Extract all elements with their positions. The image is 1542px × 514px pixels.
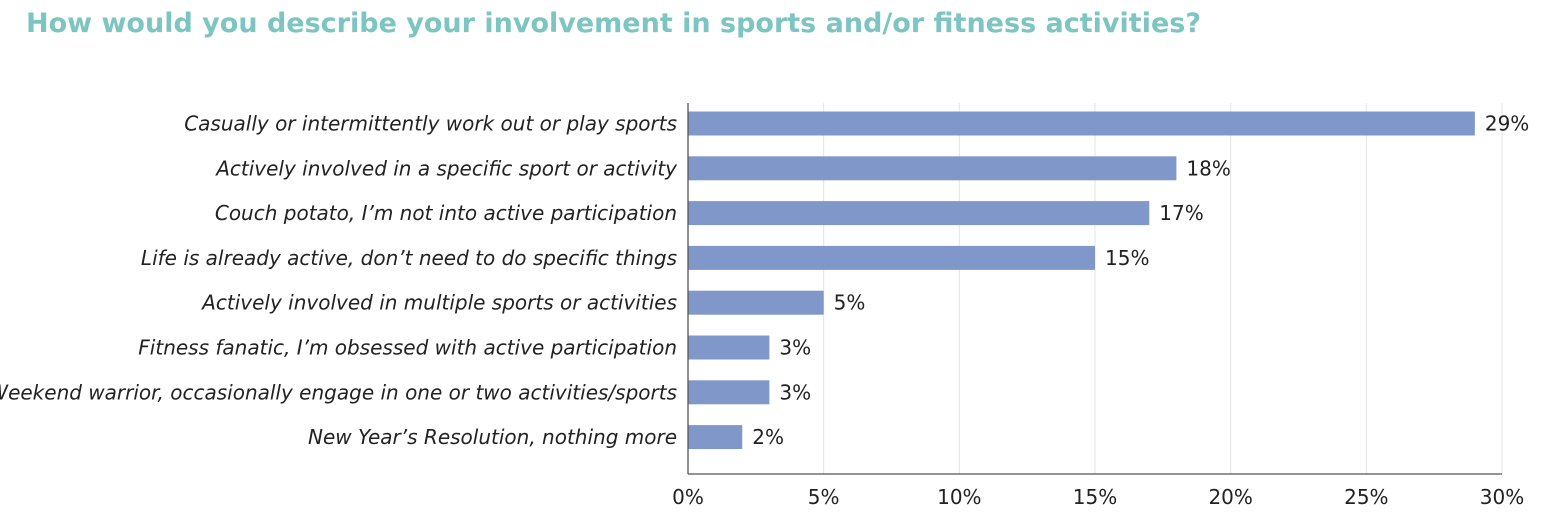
x-tick-label: 15% (1073, 485, 1117, 509)
category-label: Couch potato, I’m not into active partic… (215, 201, 677, 225)
axes (687, 103, 1502, 475)
value-label: 5% (834, 291, 866, 315)
x-tick-label: 25% (1344, 485, 1388, 509)
x-tick-label: 10% (937, 485, 981, 509)
bar (688, 201, 1150, 226)
category-label: Life is already active, don’t need to do… (141, 246, 677, 270)
bars (688, 111, 1475, 450)
value-label: 15% (1105, 246, 1149, 270)
bar (688, 290, 824, 315)
value-label: 3% (779, 380, 811, 404)
x-tick-label: 20% (1208, 485, 1252, 509)
category-label: Casually or intermittently work out or p… (184, 112, 677, 136)
value-label: 18% (1186, 156, 1230, 180)
value-label: 3% (779, 336, 811, 360)
x-tick-labels: 0% 5% 10% 15% 20% 25% 30% (672, 485, 1524, 509)
category-label: Actively involved in a specific sport or… (214, 156, 678, 180)
category-label: Actively involved in multiple sports or … (200, 291, 677, 315)
bar (688, 111, 1475, 136)
x-tick-label: 5% (808, 485, 840, 509)
value-label: 2% (752, 425, 784, 449)
category-labels: Casually or intermittently work out or p… (0, 112, 678, 450)
bar (688, 156, 1177, 181)
category-label: New Year’s Resolution, nothing more (308, 425, 677, 449)
value-labels: 29% 18% 17% 15% 5% 3% 3% 2% (752, 112, 1529, 450)
bar (688, 335, 770, 360)
category-label: Fitness fanatic, I’m obsessed with activ… (138, 336, 677, 360)
value-label: 29% (1485, 112, 1529, 136)
chart-title: How would you describe your involvement … (26, 8, 1201, 39)
bar (688, 245, 1095, 270)
bar (688, 380, 770, 405)
bar (688, 425, 743, 450)
x-tick-label: 30% (1480, 485, 1524, 509)
x-tick-label: 0% (672, 485, 704, 509)
value-label: 17% (1159, 201, 1203, 225)
category-label: Weekend warrior, occasionally engage in … (0, 380, 677, 404)
